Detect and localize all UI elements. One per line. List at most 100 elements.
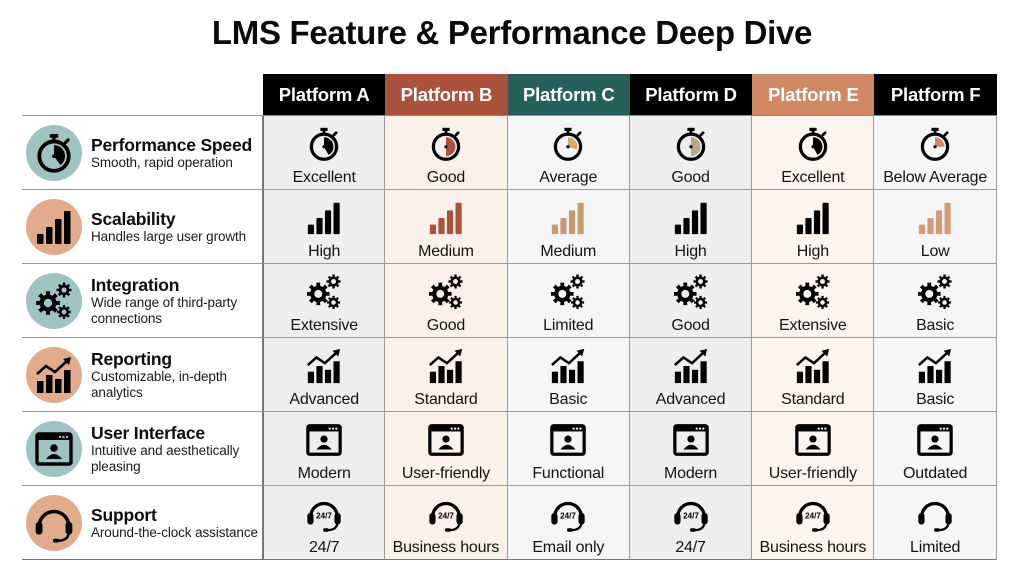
feature-description: Intuitive and aesthetically pleasing xyxy=(91,442,240,474)
bar-signal-icon xyxy=(549,198,587,238)
rating-value: Basic xyxy=(916,317,955,334)
rating-cell: Functional xyxy=(507,412,630,486)
table-corner xyxy=(22,74,263,116)
rating-cell: Advanced xyxy=(629,338,753,412)
svg-text:24/7: 24/7 xyxy=(316,512,332,521)
gears-icon xyxy=(304,272,344,312)
rating-cell: Basic xyxy=(874,264,997,338)
feature-title: Integration xyxy=(91,274,180,295)
rating-value: Extensive xyxy=(290,317,358,334)
feature-description: Customizable, in-depth analytics xyxy=(91,368,227,400)
rating-cell: 24/7 Email only xyxy=(507,486,630,560)
feature-row-label: User Interface Intuitive and aesthetical… xyxy=(22,412,263,486)
rating-value: 24/7 xyxy=(675,539,706,556)
rating-cell: High xyxy=(263,190,386,264)
rating-cell: High xyxy=(629,190,753,264)
rating-cell: Excellent xyxy=(752,116,875,190)
rating-value: Business hours xyxy=(392,539,500,556)
headset-icon: 24/7 xyxy=(304,494,344,534)
rating-value: Standard xyxy=(414,391,478,408)
feature-description: Wide range of third-party connections xyxy=(91,294,238,326)
feature-row-label: Scalability Handles large user growth xyxy=(22,190,263,264)
headset-icon xyxy=(26,494,82,551)
rating-cell: Good xyxy=(629,264,753,338)
rating-value: User-friendly xyxy=(401,465,490,482)
gears-icon xyxy=(426,272,466,312)
trend-chart-icon xyxy=(794,346,832,386)
rating-cell: User-friendly xyxy=(385,412,508,486)
bar-signal-icon xyxy=(672,198,710,238)
rating-value: User-friendly xyxy=(768,465,857,482)
rating-cell: 24/7 Business hours xyxy=(752,486,875,560)
rating-cell: Below Average xyxy=(874,116,997,190)
rating-value: Good xyxy=(671,317,710,334)
rating-cell: Modern xyxy=(629,412,753,486)
stopwatch-icon xyxy=(306,124,342,164)
rating-value: Email only xyxy=(532,539,605,556)
browser-user-icon xyxy=(916,420,954,460)
gears-icon xyxy=(26,272,82,329)
headset-icon: 24/7 xyxy=(548,494,588,534)
gears-icon xyxy=(793,272,833,312)
rating-value: 24/7 xyxy=(308,539,340,556)
rating-value: Basic xyxy=(916,391,955,408)
svg-text:24/7: 24/7 xyxy=(683,512,699,521)
feature-title: Scalability xyxy=(91,208,176,229)
rating-cell: Good xyxy=(385,264,508,338)
rating-value: Limited xyxy=(543,317,594,334)
rating-cell: High xyxy=(752,190,875,264)
rating-cell: Medium xyxy=(507,190,630,264)
headset-icon xyxy=(915,494,955,534)
gears-icon xyxy=(915,272,955,312)
rating-value: Business hours xyxy=(759,539,867,556)
rating-value: Modern xyxy=(664,465,718,482)
svg-text:24/7: 24/7 xyxy=(560,512,576,521)
rating-value: Good xyxy=(671,169,710,186)
gears-icon xyxy=(671,272,711,312)
rating-cell: Basic xyxy=(507,338,630,412)
trend-chart-icon xyxy=(305,346,343,386)
headset-icon: 24/7 xyxy=(671,494,711,534)
rating-value: Limited xyxy=(910,539,961,556)
feature-row-label: Performance Speed Smooth, rapid operatio… xyxy=(22,116,263,190)
stopwatch-icon xyxy=(917,124,953,164)
headset-icon: 24/7 xyxy=(426,494,466,534)
feature-title: Support xyxy=(91,504,157,525)
rating-value: Average xyxy=(539,169,598,186)
trend-chart-icon xyxy=(916,346,954,386)
rating-cell: Good xyxy=(385,116,508,190)
rating-value: Good xyxy=(426,317,466,334)
rating-cell: Advanced xyxy=(263,338,386,412)
platform-header-f: Platform F xyxy=(874,74,997,116)
stopwatch-icon xyxy=(550,124,586,164)
rating-cell: 24/7 24/7 xyxy=(629,486,753,560)
browser-user-icon xyxy=(672,420,710,460)
browser-user-icon xyxy=(427,420,465,460)
feature-description: Handles large user growth xyxy=(91,228,247,244)
rating-cell: Basic xyxy=(874,338,997,412)
stopwatch-icon xyxy=(428,124,464,164)
feature-title: Reporting xyxy=(91,348,172,369)
feature-description: Around-the-clock assistance xyxy=(91,524,258,540)
browser-user-icon xyxy=(549,420,587,460)
rating-cell: Limited xyxy=(507,264,630,338)
comparison-table: Platform A Platform B Platform C Platform D… xyxy=(22,74,997,560)
platform-header-b: Platform B xyxy=(385,74,508,116)
rating-cell: 24/7 24/7 xyxy=(263,486,386,560)
rating-cell: 24/7 Business hours xyxy=(385,486,508,560)
rating-value: Outdated xyxy=(903,465,968,482)
browser-user-icon xyxy=(26,420,82,477)
rating-value: Medium xyxy=(418,243,474,260)
rating-value: Advanced xyxy=(655,391,726,408)
svg-text:24/7: 24/7 xyxy=(438,512,454,521)
rating-cell: Average xyxy=(507,116,630,190)
stopwatch-icon xyxy=(26,124,82,181)
trend-chart-icon xyxy=(427,346,465,386)
svg-text:24/7: 24/7 xyxy=(805,512,821,521)
stopwatch-icon xyxy=(795,124,831,164)
rating-cell: Standard xyxy=(385,338,508,412)
rating-cell: Extensive xyxy=(263,264,386,338)
bar-signal-icon xyxy=(916,198,954,238)
rating-value: Excellent xyxy=(781,169,845,186)
feature-row-label: Reporting Customizable, in-depth analyti… xyxy=(22,338,263,412)
